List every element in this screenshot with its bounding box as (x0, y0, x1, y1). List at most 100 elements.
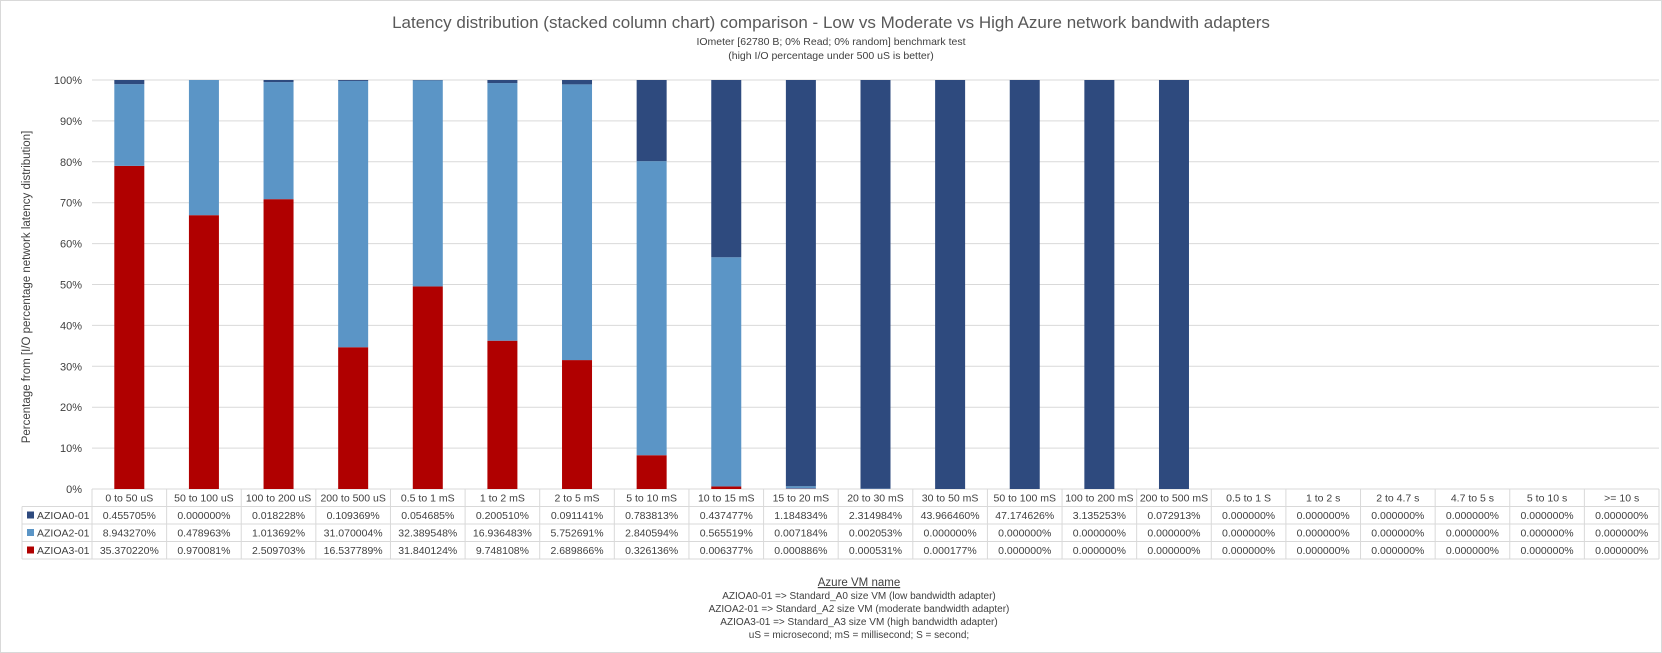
x-tick-label: 0 to 50 uS (105, 493, 153, 505)
data-label: 0.000000% (998, 528, 1051, 540)
data-label: 1.184834% (774, 510, 827, 522)
data-label: 0.000000% (1147, 528, 1200, 540)
chart-subtitle-line-2: (high I/O percentage under 500 uS is bet… (728, 50, 933, 62)
data-label: 0.109369% (327, 510, 380, 522)
x-tick-label: 50 to 100 uS (174, 493, 234, 505)
bar-azioa0-01-6 (562, 80, 593, 85)
data-label: 8.943270% (103, 528, 156, 540)
data-label: 5.752691% (550, 528, 603, 540)
bar-azioa0-01-12 (1009, 80, 1040, 489)
bar-azioa3-01-4 (412, 286, 443, 489)
data-label: 0.007184% (774, 528, 827, 540)
bar-azioa0-01-10 (860, 80, 891, 489)
bar-azioa2-01-1 (188, 80, 219, 216)
data-label: 0.565519% (700, 528, 753, 540)
data-label: 0.054685% (401, 510, 454, 522)
data-label: 2.840594% (625, 528, 678, 540)
data-label: 0.000000% (1222, 545, 1275, 557)
data-label: 0.783813% (625, 510, 678, 522)
data-label: 0.000000% (1297, 528, 1350, 540)
footer-line-1: AZIOA0-01 => Standard_A0 size VM (low ba… (722, 591, 995, 602)
data-label: 0.000000% (1521, 528, 1574, 540)
bar-azioa3-01-5 (487, 340, 518, 489)
y-tick-label: 100% (54, 75, 82, 87)
data-label: 2.689866% (550, 545, 603, 557)
data-label: 0.437477% (700, 510, 753, 522)
bar-azioa0-01-0 (114, 80, 145, 85)
data-label: 0.455705% (103, 510, 156, 522)
y-tick-label: 50% (60, 280, 82, 292)
x-tick-label: 2 to 4.7 s (1376, 493, 1419, 505)
x-tick-label: 5 to 10 s (1527, 493, 1567, 505)
bar-azioa0-01-11 (935, 80, 966, 489)
y-tick-label: 20% (60, 402, 82, 414)
x-tick-label: 2 to 5 mS (555, 493, 600, 505)
data-label: 0.478963% (177, 528, 230, 540)
data-label: 0.000000% (1595, 545, 1648, 557)
footer-line-4: uS = microsecond; mS = millisecond; S = … (749, 630, 969, 641)
data-table: 0 to 50 uS 50 to 100 uS 100 to 200 uS 200 t… (21, 489, 1660, 560)
data-label: 31.840124% (398, 545, 457, 557)
legend-label: AZIOA0-01 (37, 510, 90, 522)
bar-azioa0-01-14 (1158, 80, 1189, 489)
data-label: 0.000177% (924, 545, 977, 557)
bar-azioa0-01-7 (636, 80, 667, 162)
data-label: 0.002053% (849, 528, 902, 540)
y-tick-labels: 0% 10% 20% 30% 40% 50% 60% 70% 80% 90% 100% (54, 75, 82, 496)
chart-title: Latency distribution (stacked column cha… (392, 13, 1270, 32)
x-tick-label: 5 to 10 mS (626, 493, 677, 505)
bar-azioa2-01-9 (785, 486, 816, 489)
bars (114, 80, 1189, 490)
data-label: 0.018228% (252, 510, 305, 522)
data-label: 0.000000% (924, 528, 977, 540)
x-tick-label: 100 to 200 uS (246, 493, 311, 505)
footer-title: Azure VM name (818, 577, 900, 589)
bar-azioa0-01-3 (338, 80, 369, 81)
data-label: 0.000000% (1595, 528, 1648, 540)
y-tick-label: 60% (60, 239, 82, 251)
data-label: 0.000000% (1446, 545, 1499, 557)
x-tick-label: 0.5 to 1 S (1226, 493, 1271, 505)
data-label: 0.000000% (1371, 545, 1424, 557)
bar-azioa0-01-2 (263, 80, 294, 83)
data-label: 0.000000% (1222, 510, 1275, 522)
bar-azioa2-01-2 (263, 82, 294, 200)
data-label: 0.006377% (700, 545, 753, 557)
legend-key-azioa2-01 (27, 529, 34, 536)
data-label: 35.370220% (100, 545, 159, 557)
footer-line-3: AZIOA3-01 => Standard_A3 size VM (high b… (720, 617, 997, 628)
footer-line-2: AZIOA2-01 => Standard_A2 size VM (modera… (709, 604, 1010, 615)
data-label: 0.200510% (476, 510, 529, 522)
x-tick-label: 4.7 to 5 s (1451, 493, 1494, 505)
data-label: 0.000000% (1297, 545, 1350, 557)
data-label: 2.314984% (849, 510, 902, 522)
data-label: 0.000000% (1521, 510, 1574, 522)
x-tick-label: 200 to 500 uS (320, 493, 385, 505)
x-tick-label: >= 10 s (1604, 493, 1639, 505)
y-tick-label: 80% (60, 157, 82, 169)
legend-label: AZIOA2-01 (37, 528, 90, 540)
bar-azioa3-01-6 (562, 360, 593, 489)
data-label: 0.000000% (1521, 545, 1574, 557)
data-label: 16.537789% (324, 545, 383, 557)
x-tick-label: 0.5 to 1 mS (401, 493, 455, 505)
bar-azioa2-01-7 (636, 161, 667, 456)
bar-azioa3-01-3 (338, 347, 369, 489)
data-label: 9.748108% (476, 545, 529, 557)
bar-azioa2-01-3 (338, 80, 369, 348)
data-label: 32.389548% (398, 528, 457, 540)
data-label: 0.000000% (1446, 528, 1499, 540)
legend-label: AZIOA3-01 (37, 545, 90, 557)
data-label: 0.000000% (177, 510, 230, 522)
data-label: 0.000000% (1073, 545, 1126, 557)
data-label: 43.966460% (921, 510, 980, 522)
y-tick-label: 30% (60, 361, 82, 373)
data-label: 3.135253% (1073, 510, 1126, 522)
x-tick-label: 50 to 100 mS (994, 493, 1056, 505)
x-tick-label: 10 to 15 mS (698, 493, 755, 505)
data-label: 0.091141% (551, 510, 603, 522)
y-tick-label: 0% (66, 484, 82, 496)
bar-azioa0-01-8 (711, 80, 742, 258)
bar-azioa3-01-1 (188, 215, 219, 489)
